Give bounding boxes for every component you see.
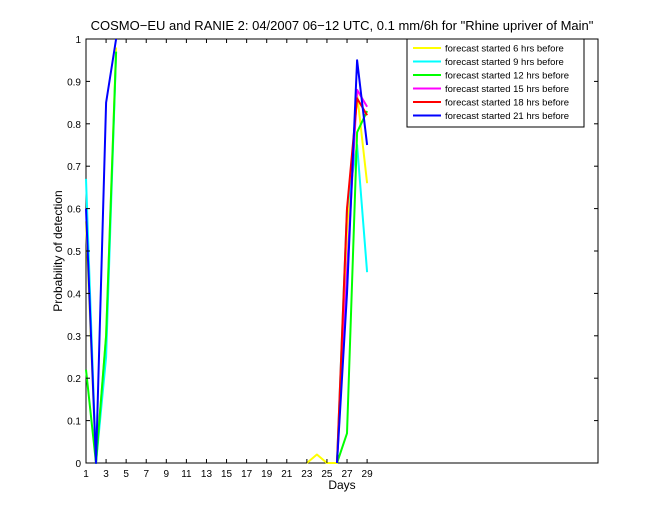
legend-label: forecast started 9 hrs before <box>445 57 564 68</box>
y-axis-ticks: 0 0.1 0.2 0.3 0.4 0.5 0.6 0.7 0.8 0.9 1 <box>67 35 598 470</box>
legend-label: forecast started 18 hrs before <box>445 98 569 109</box>
x-tick-label: 23 <box>301 469 313 480</box>
y-tick-label: 0.1 <box>67 417 81 428</box>
legend-label: forecast started 6 hrs before <box>445 44 564 55</box>
x-tick-label: 5 <box>123 469 129 480</box>
series-line-3 <box>85 51 369 464</box>
y-tick-label: 1 <box>75 35 81 46</box>
x-tick-label: 15 <box>221 469 233 480</box>
x-tick-label: 27 <box>341 469 353 480</box>
legend-entries: forecast started 6 hrs before forecast st… <box>413 44 569 122</box>
y-tick-label: 0.7 <box>67 162 81 173</box>
legend-box <box>406 38 585 128</box>
x-axis-ticks: 1 3 5 7 9 11 13 15 17 19 21 23 25 27 29 <box>83 39 373 480</box>
legend-label: forecast started 15 hrs before <box>445 84 569 95</box>
y-axis-label: Probability of detection <box>51 190 65 311</box>
x-tick-label: 21 <box>281 469 293 480</box>
x-axis-label: Days <box>328 478 355 492</box>
x-tick-label: 17 <box>241 469 253 480</box>
x-tick-label: 13 <box>201 469 213 480</box>
y-tick-label: 0.4 <box>67 289 81 300</box>
x-tick-label: 1 <box>83 469 89 480</box>
x-tick-label: 25 <box>321 469 333 480</box>
y-tick-label: 0.2 <box>67 374 81 385</box>
y-tick-label: 0.3 <box>67 332 81 343</box>
legend-label: forecast started 21 hrs before <box>445 111 569 122</box>
y-tick-label: 0.8 <box>67 120 81 131</box>
y-tick-label: 0.9 <box>67 77 81 88</box>
y-tick-label: 0.5 <box>67 247 81 258</box>
x-tick-label: 19 <box>261 469 273 480</box>
y-tick-label: 0 <box>75 459 81 470</box>
x-tick-label: 29 <box>362 469 374 480</box>
chart-title: COSMO−EU and RANIE 2: 04/2007 06−12 UTC,… <box>91 18 594 33</box>
x-tick-label: 9 <box>164 469 170 480</box>
x-tick-label: 3 <box>103 469 109 480</box>
y-tick-label: 0.6 <box>67 205 81 216</box>
x-tick-label: 11 <box>181 469 192 480</box>
series-layer <box>86 39 387 463</box>
legend: forecast started 6 hrs before forecast st… <box>406 38 585 128</box>
legend-label: forecast started 12 hrs before <box>445 71 569 82</box>
x-tick-label: 7 <box>143 469 149 480</box>
